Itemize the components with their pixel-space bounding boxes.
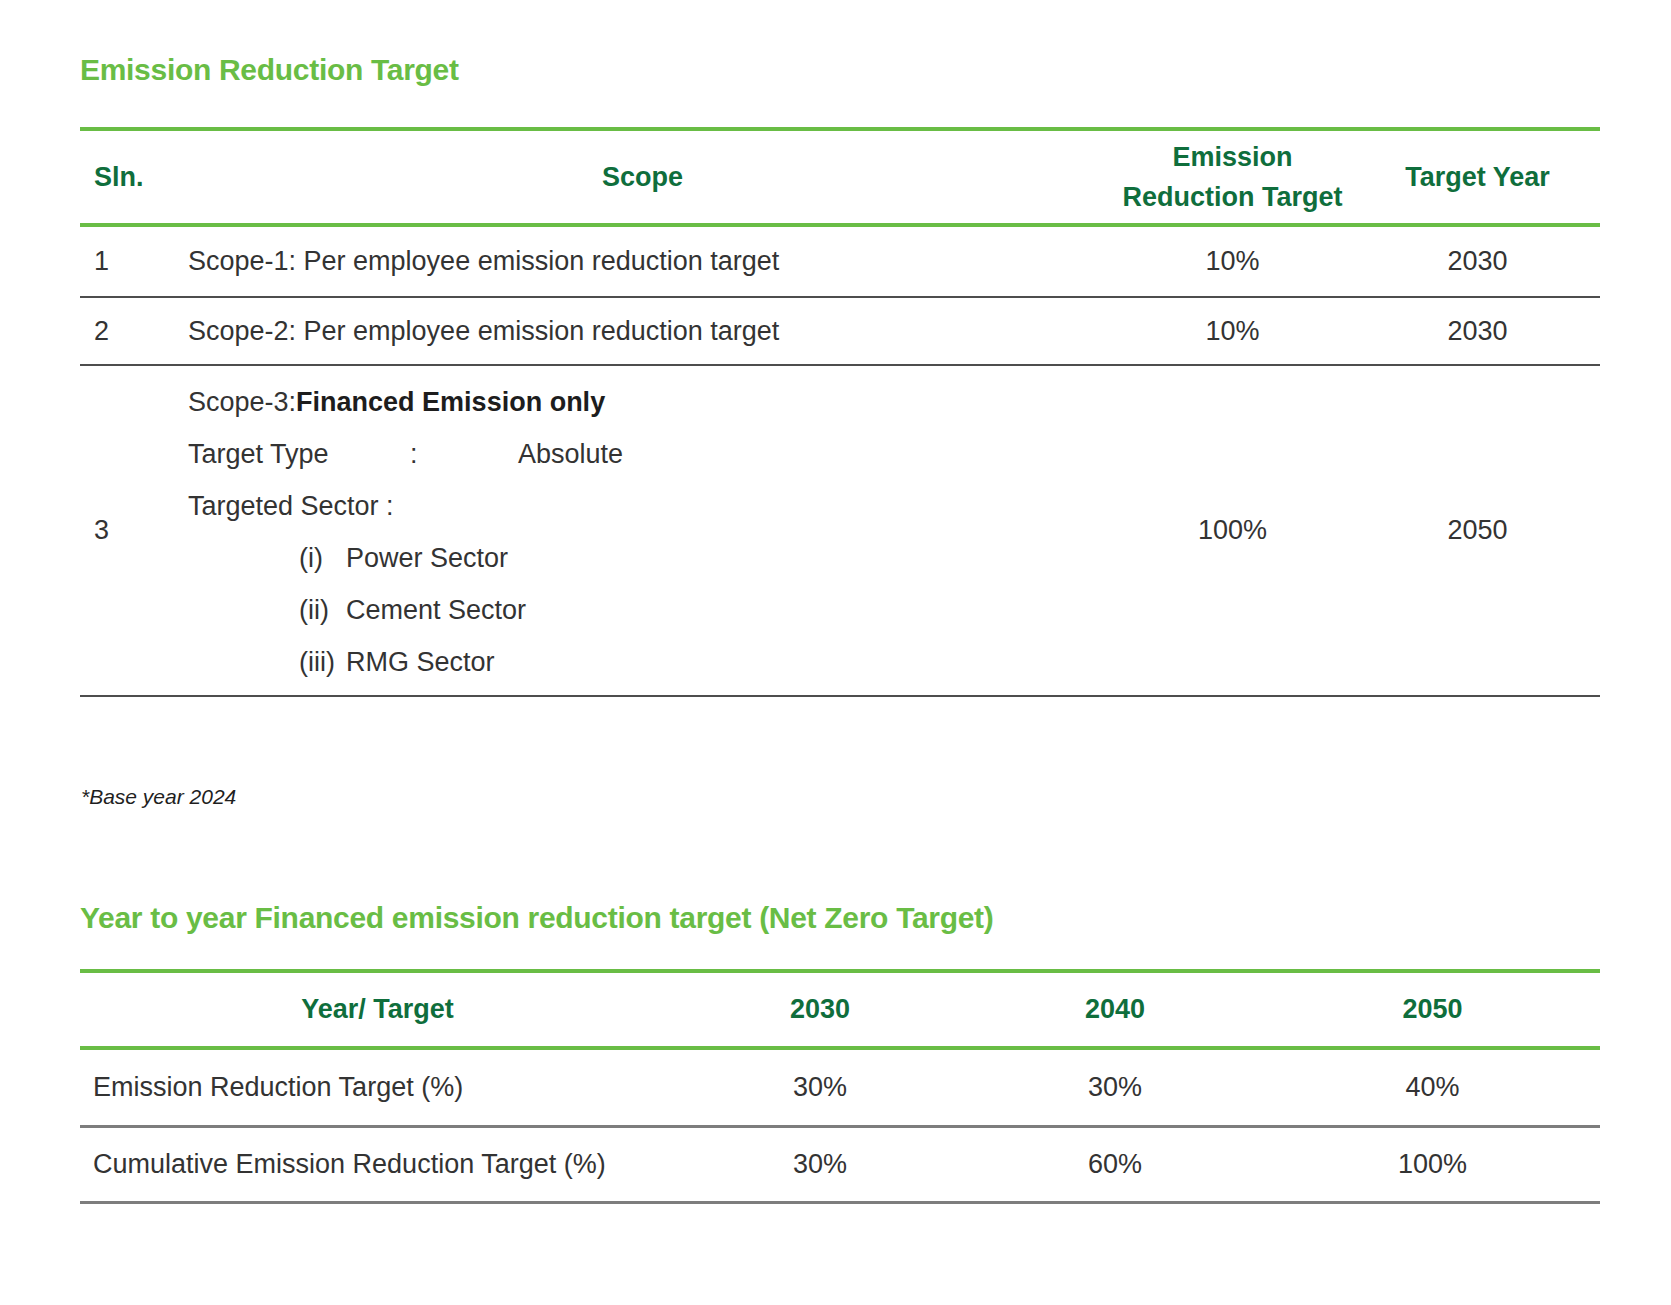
table1-header-sln: Sln. — [80, 129, 175, 225]
row2-scope: Scope-2: Per employee emission reduction… — [175, 297, 1110, 365]
sector-item-cement: (ii)Cement Sector — [188, 584, 1110, 636]
table1-header-row: Sln. Scope Emission Reduction Target Tar… — [80, 129, 1600, 225]
table-row-scope3: 3 Scope-3:Financed Emission only Target … — [80, 365, 1600, 696]
table-row-scope2: 2 Scope-2: Per employee emission reducti… — [80, 297, 1600, 365]
cert-2050: 100% — [1265, 1126, 1600, 1202]
row2-target: 10% — [1110, 297, 1355, 365]
targeted-sector-label: Targeted Sector : — [188, 480, 1110, 532]
scope3-title-line: Scope-3:Financed Emission only — [188, 376, 1110, 428]
ert-row-label: Emission Reduction Target (%) — [80, 1048, 675, 1126]
table2-header-2040: 2040 — [965, 971, 1265, 1048]
table1-header-emission-reduction-target: Emission Reduction Target — [1110, 129, 1355, 225]
table1-header-target-year: Target Year — [1355, 129, 1600, 225]
target-type-line: Target Type:Absolute — [188, 428, 1110, 480]
row3-year: 2050 — [1355, 365, 1600, 696]
row3-scope: Scope-3:Financed Emission only Target Ty… — [175, 365, 1110, 696]
target-type-value: Absolute — [518, 439, 623, 469]
ert-2050: 40% — [1265, 1048, 1600, 1126]
table1-header-scope: Scope — [175, 129, 1110, 225]
row2-sln: 2 — [80, 297, 175, 365]
table2-header-2030: 2030 — [675, 971, 965, 1048]
table2-header-year-target: Year/ Target — [80, 971, 675, 1048]
report-page: Emission Reduction Target Sln. Scope Emi… — [0, 0, 1671, 1305]
row1-scope: Scope-1: Per employee emission reduction… — [175, 225, 1110, 297]
ert-2040: 30% — [965, 1048, 1265, 1126]
cert-row-label: Cumulative Emission Reduction Target (%) — [80, 1126, 675, 1202]
table1-header-emission-reduction-target-text: Emission Reduction Target — [1115, 137, 1350, 217]
cert-2040: 60% — [965, 1126, 1265, 1202]
row1-sln: 1 — [80, 225, 175, 297]
sector-roman-iii: (iii) — [299, 636, 346, 688]
emission-reduction-target-table: Sln. Scope Emission Reduction Target Tar… — [80, 127, 1600, 697]
table-row-scope1: 1 Scope-1: Per employee emission reducti… — [80, 225, 1600, 297]
cert-2030: 30% — [675, 1126, 965, 1202]
row3-sln: 3 — [80, 365, 175, 696]
section1-title: Emission Reduction Target — [80, 51, 459, 89]
sector-name-power: Power Sector — [346, 543, 508, 573]
section2-title: Year to year Financed emission reduction… — [80, 899, 994, 937]
scope3-prefix: Scope-3: — [188, 387, 296, 417]
net-zero-target-table: Year/ Target 2030 2040 2050 Emission Red… — [80, 969, 1600, 1204]
target-type-label: Target Type — [188, 428, 410, 480]
sector-name-rmg: RMG Sector — [346, 647, 495, 677]
sector-roman-i: (i) — [299, 532, 346, 584]
row2-year: 2030 — [1355, 297, 1600, 365]
row1-year: 2030 — [1355, 225, 1600, 297]
sector-item-rmg: (iii)RMG Sector — [188, 636, 1110, 688]
sector-name-cement: Cement Sector — [346, 595, 526, 625]
table-row-cumulative-emission-reduction: Cumulative Emission Reduction Target (%)… — [80, 1126, 1600, 1202]
sector-roman-ii: (ii) — [299, 584, 346, 636]
table2-header-row: Year/ Target 2030 2040 2050 — [80, 971, 1600, 1048]
ert-2030: 30% — [675, 1048, 965, 1126]
base-year-footnote: *Base year 2024 — [81, 782, 236, 812]
scope3-bold-text: Financed Emission only — [296, 387, 605, 417]
sector-item-power: (i)Power Sector — [188, 532, 1110, 584]
table-row-emission-reduction: Emission Reduction Target (%) 30% 30% 40… — [80, 1048, 1600, 1126]
row1-target: 10% — [1110, 225, 1355, 297]
row3-target: 100% — [1110, 365, 1355, 696]
target-type-colon: : — [410, 428, 518, 480]
table2-header-2050: 2050 — [1265, 971, 1600, 1048]
